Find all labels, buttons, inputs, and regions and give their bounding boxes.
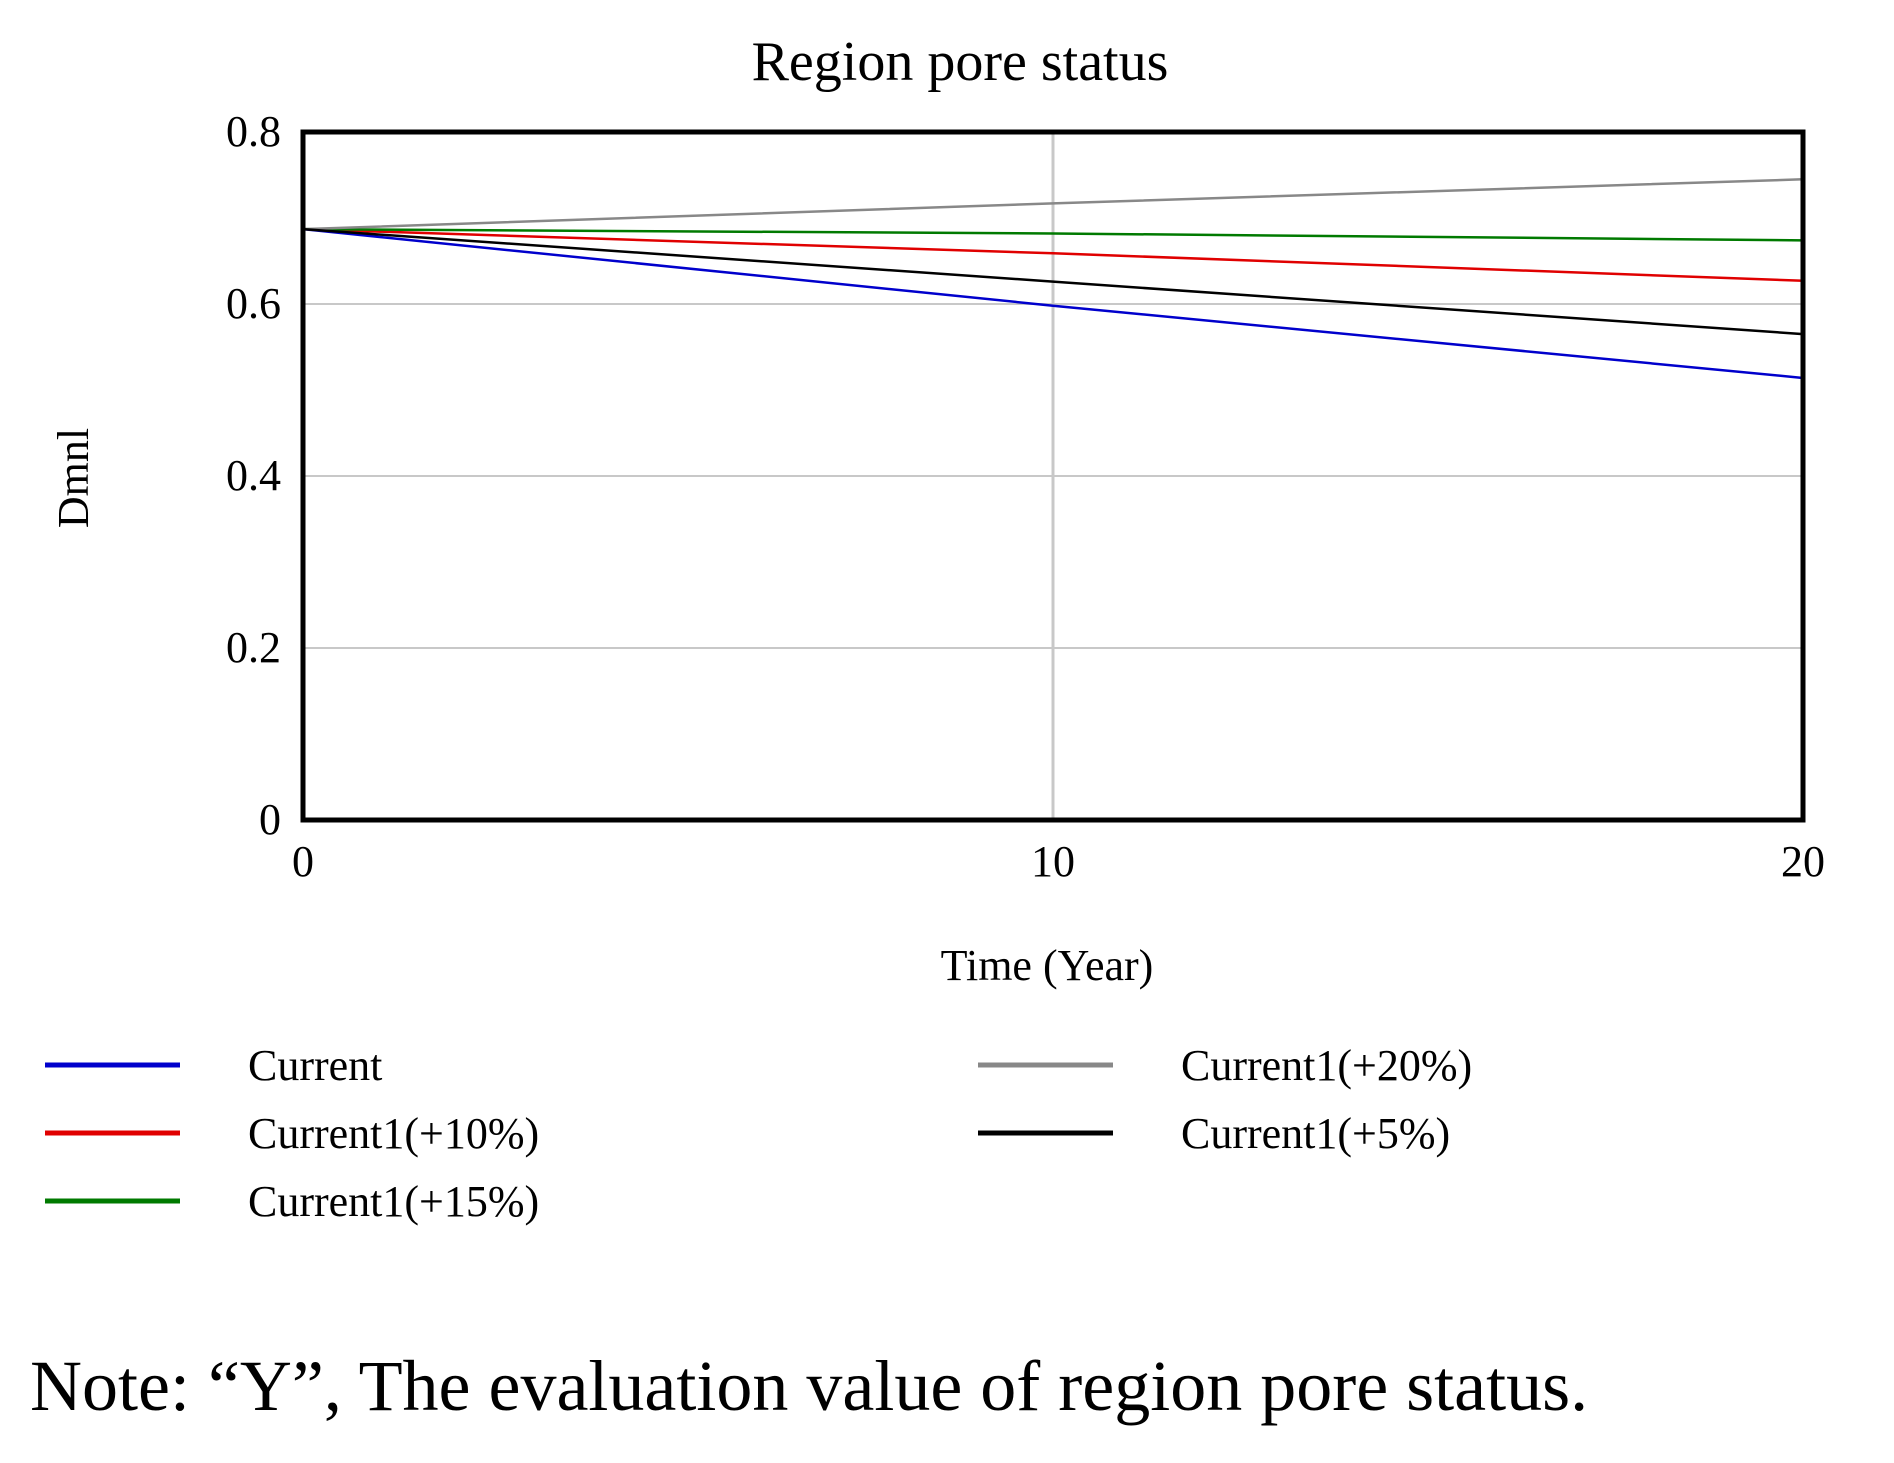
legend-label: Current1(+5%) (1181, 1109, 1450, 1158)
series-line-current1-15 (302, 227, 1804, 242)
series-line-current1-5 (302, 227, 1804, 336)
y-tick-label: 0.8 (226, 107, 281, 156)
series-line-current (302, 227, 1804, 380)
legend-label: Current1(+15%) (248, 1177, 539, 1226)
x-tick-label: 0 (292, 837, 314, 886)
y-axis-label: Dmnl (49, 428, 98, 528)
figure-note: Note: “Y”, The evaluation value of regio… (30, 1346, 1589, 1426)
plot-frame (300, 129, 1806, 823)
y-tick-label: 0 (259, 795, 281, 844)
series-line-current1-20 (302, 178, 1804, 231)
grid-lines (303, 132, 1803, 820)
legend-label: Current1(+20%) (1181, 1041, 1472, 1090)
legend: Current Current1(+10%) Current1(+15%) Curre… (45, 1041, 1472, 1226)
chart-title: Region pore status (752, 31, 1169, 93)
y-tick-label: 0.6 (226, 279, 281, 328)
y-tick-label: 0.2 (226, 623, 281, 672)
series-lines (302, 178, 1804, 380)
x-tick-label: 10 (1031, 837, 1075, 886)
x-axis-label: Time (Year) (941, 941, 1154, 990)
tick-labels: 0 0.2 0.4 0.6 0.8 0 10 20 (226, 107, 1825, 886)
x-tick-label: 20 (1781, 837, 1825, 886)
series-line-current1-10 (302, 227, 1804, 283)
legend-label: Current1(+10%) (248, 1109, 539, 1158)
y-tick-label: 0.4 (226, 451, 281, 500)
legend-label: Current (248, 1041, 382, 1090)
